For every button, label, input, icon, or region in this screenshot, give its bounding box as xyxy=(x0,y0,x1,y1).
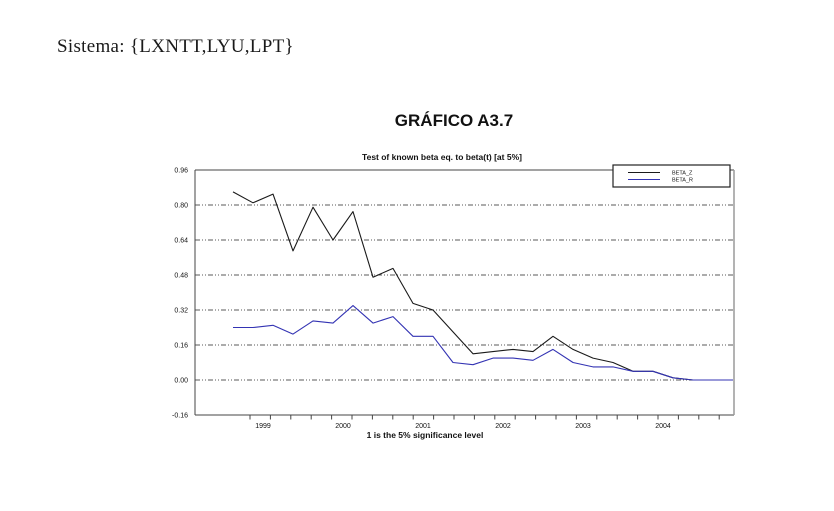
x-year-label-2001: 2001 xyxy=(415,423,431,430)
y-tick-label-0.80: 0.80 xyxy=(174,203,188,210)
sistema-heading: Sistema: {LXNTT,LYU,LPT} xyxy=(57,36,294,57)
plot-frame xyxy=(194,169,735,416)
y-tick-label-0.96: 0.96 xyxy=(174,168,188,175)
x-year-label-2004: 2004 xyxy=(655,423,671,430)
y-tick-label-0.16: 0.16 xyxy=(174,343,188,350)
legend-label-beta_r: BETA_R xyxy=(672,178,693,184)
x-year-label-2003: 2003 xyxy=(575,423,591,430)
series-line-beta_r xyxy=(233,305,733,381)
x-year-label-2002: 2002 xyxy=(495,423,511,430)
y-tick-label--0.16: -0.16 xyxy=(172,413,188,420)
x-axis-caption: 1 is the 5% significance level xyxy=(367,430,484,440)
y-tick-label-0.64: 0.64 xyxy=(174,238,188,245)
series-line-beta_z xyxy=(232,191,733,381)
y-tick-label-0.32: 0.32 xyxy=(174,308,188,315)
legend-label-beta_z: BETA_Z xyxy=(672,171,693,177)
y-tick-label-0.00: 0.00 xyxy=(174,378,188,385)
x-year-label-2000: 2000 xyxy=(335,423,351,430)
gridlines xyxy=(195,204,734,381)
x-axis-year-labels: 1999 2000 2001 2002 2003 2004 xyxy=(255,423,671,430)
legend-box xyxy=(612,164,731,188)
grafico-title: GRÁFICO A3.7 xyxy=(394,111,514,130)
data-series xyxy=(232,191,733,381)
x-year-label-1999: 1999 xyxy=(255,423,271,430)
x-axis-ticks xyxy=(249,415,720,420)
y-tick-label-0.48: 0.48 xyxy=(174,273,188,280)
chart-title: Test of known beta eq. to beta(t) [at 5%… xyxy=(362,152,522,162)
y-axis-labels: 0.96 0.80 0.64 0.48 0.32 0.16 0.00 -0.16 xyxy=(172,168,188,420)
